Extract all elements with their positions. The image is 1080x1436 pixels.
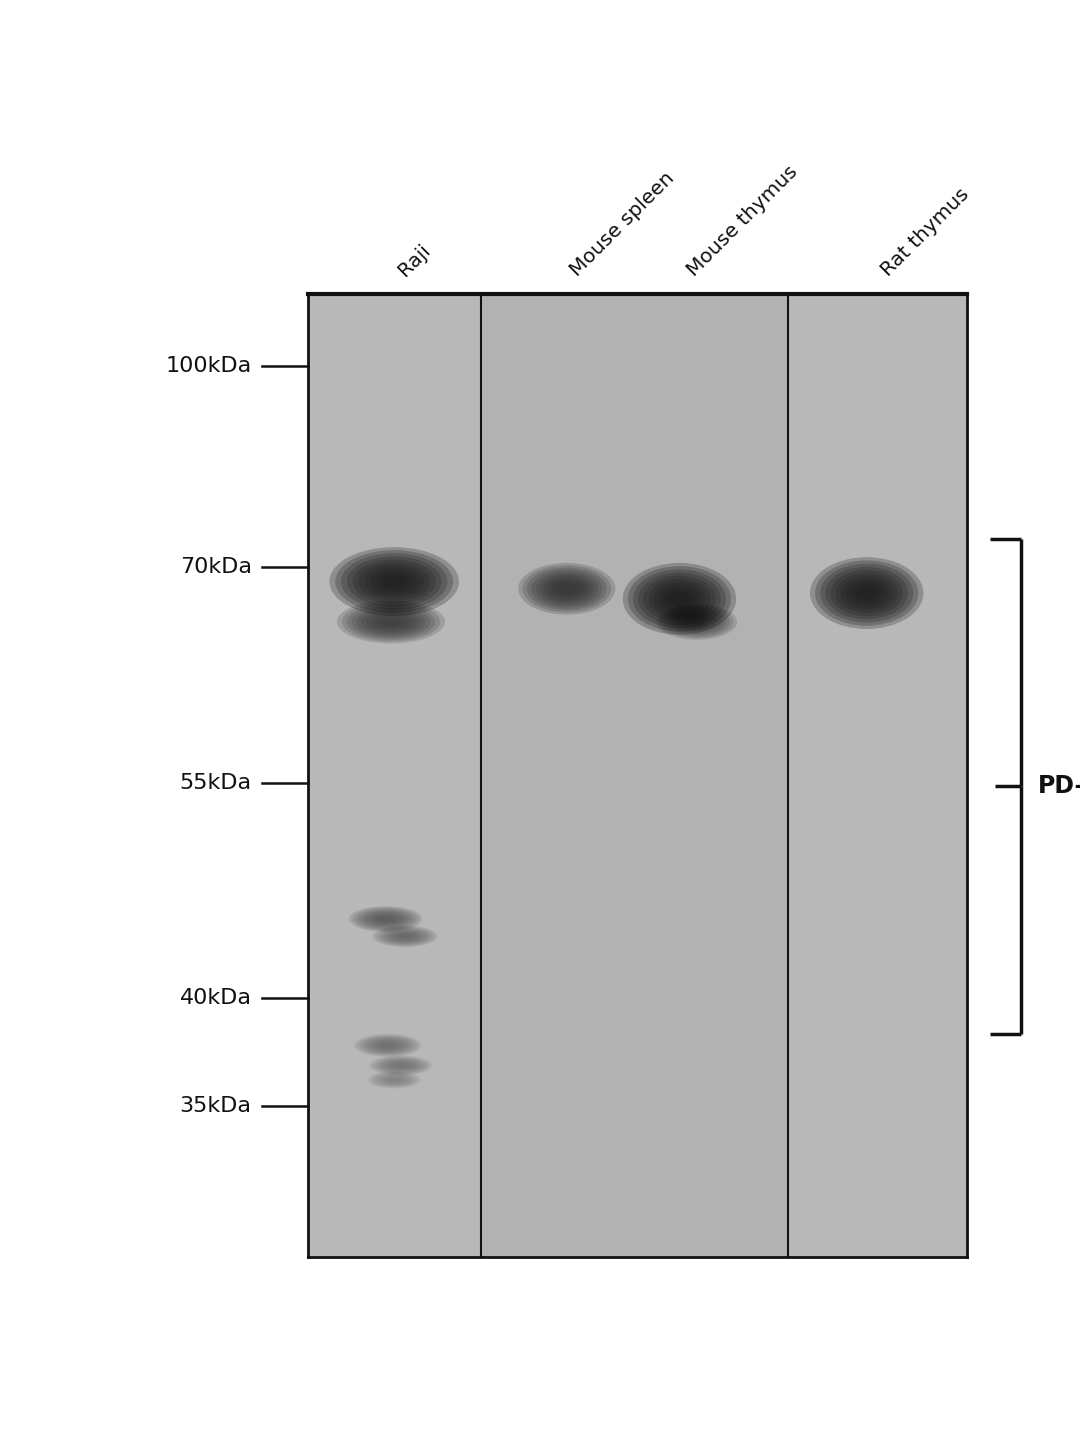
Ellipse shape [369, 1055, 432, 1076]
Ellipse shape [329, 547, 459, 616]
Ellipse shape [678, 613, 715, 630]
Ellipse shape [341, 553, 447, 610]
Ellipse shape [518, 563, 616, 615]
Text: 35kDa: 35kDa [179, 1096, 252, 1116]
Ellipse shape [337, 600, 445, 643]
Text: Mouse thymus: Mouse thymus [684, 162, 801, 280]
Ellipse shape [544, 577, 590, 600]
Ellipse shape [351, 606, 431, 638]
Ellipse shape [674, 612, 719, 632]
Ellipse shape [373, 1057, 429, 1074]
Ellipse shape [347, 556, 442, 607]
Ellipse shape [349, 906, 422, 932]
Ellipse shape [353, 560, 435, 603]
Ellipse shape [856, 586, 877, 600]
Ellipse shape [356, 607, 426, 636]
Text: Rat thymus: Rat thymus [877, 185, 973, 280]
Text: PD-1: PD-1 [1038, 774, 1080, 798]
Ellipse shape [335, 550, 454, 613]
Text: Raji: Raji [394, 240, 434, 280]
Bar [308, 294, 967, 1256]
Ellipse shape [540, 574, 594, 603]
Ellipse shape [355, 909, 416, 929]
Ellipse shape [357, 1035, 418, 1055]
Bar [483, 294, 786, 1256]
Ellipse shape [364, 566, 424, 597]
Ellipse shape [667, 609, 726, 635]
Ellipse shape [553, 582, 580, 596]
Ellipse shape [659, 586, 701, 612]
Ellipse shape [376, 572, 413, 592]
Ellipse shape [831, 570, 903, 616]
Ellipse shape [361, 610, 421, 633]
Ellipse shape [375, 1057, 427, 1074]
Ellipse shape [381, 929, 429, 943]
Ellipse shape [810, 557, 923, 629]
Ellipse shape [373, 926, 437, 948]
Ellipse shape [354, 1034, 421, 1057]
Ellipse shape [536, 572, 598, 606]
Ellipse shape [851, 583, 882, 603]
Ellipse shape [663, 589, 696, 609]
Ellipse shape [815, 560, 918, 626]
Ellipse shape [846, 580, 888, 606]
Ellipse shape [531, 570, 603, 607]
Ellipse shape [840, 577, 893, 610]
Ellipse shape [352, 908, 419, 931]
Ellipse shape [365, 912, 406, 926]
Ellipse shape [382, 574, 406, 589]
Ellipse shape [341, 602, 441, 642]
Ellipse shape [376, 926, 434, 946]
Ellipse shape [370, 569, 418, 595]
Ellipse shape [653, 583, 705, 615]
Ellipse shape [378, 928, 432, 945]
Text: Mouse spleen: Mouse spleen [567, 168, 678, 280]
Ellipse shape [361, 1035, 415, 1055]
Ellipse shape [638, 573, 720, 625]
Ellipse shape [627, 566, 731, 632]
Ellipse shape [663, 607, 730, 636]
Ellipse shape [657, 605, 738, 640]
Ellipse shape [623, 563, 737, 635]
Ellipse shape [633, 569, 726, 629]
Ellipse shape [523, 566, 611, 612]
Ellipse shape [681, 615, 712, 629]
Ellipse shape [347, 605, 435, 639]
Ellipse shape [648, 579, 711, 619]
Ellipse shape [671, 610, 723, 633]
Text: 70kDa: 70kDa [179, 557, 252, 577]
Ellipse shape [384, 929, 426, 943]
Text: 100kDa: 100kDa [165, 356, 252, 376]
Text: 40kDa: 40kDa [179, 988, 252, 1008]
Ellipse shape [820, 564, 914, 623]
Ellipse shape [527, 567, 607, 610]
Ellipse shape [366, 612, 416, 632]
Ellipse shape [549, 579, 584, 599]
Ellipse shape [825, 567, 908, 619]
Ellipse shape [643, 576, 716, 622]
Ellipse shape [669, 592, 690, 606]
Text: 55kDa: 55kDa [179, 773, 252, 793]
Ellipse shape [359, 563, 430, 600]
Ellipse shape [362, 910, 409, 928]
Ellipse shape [372, 613, 410, 630]
Ellipse shape [363, 1037, 413, 1054]
Ellipse shape [660, 606, 733, 638]
Ellipse shape [359, 909, 413, 929]
Ellipse shape [836, 573, 897, 613]
